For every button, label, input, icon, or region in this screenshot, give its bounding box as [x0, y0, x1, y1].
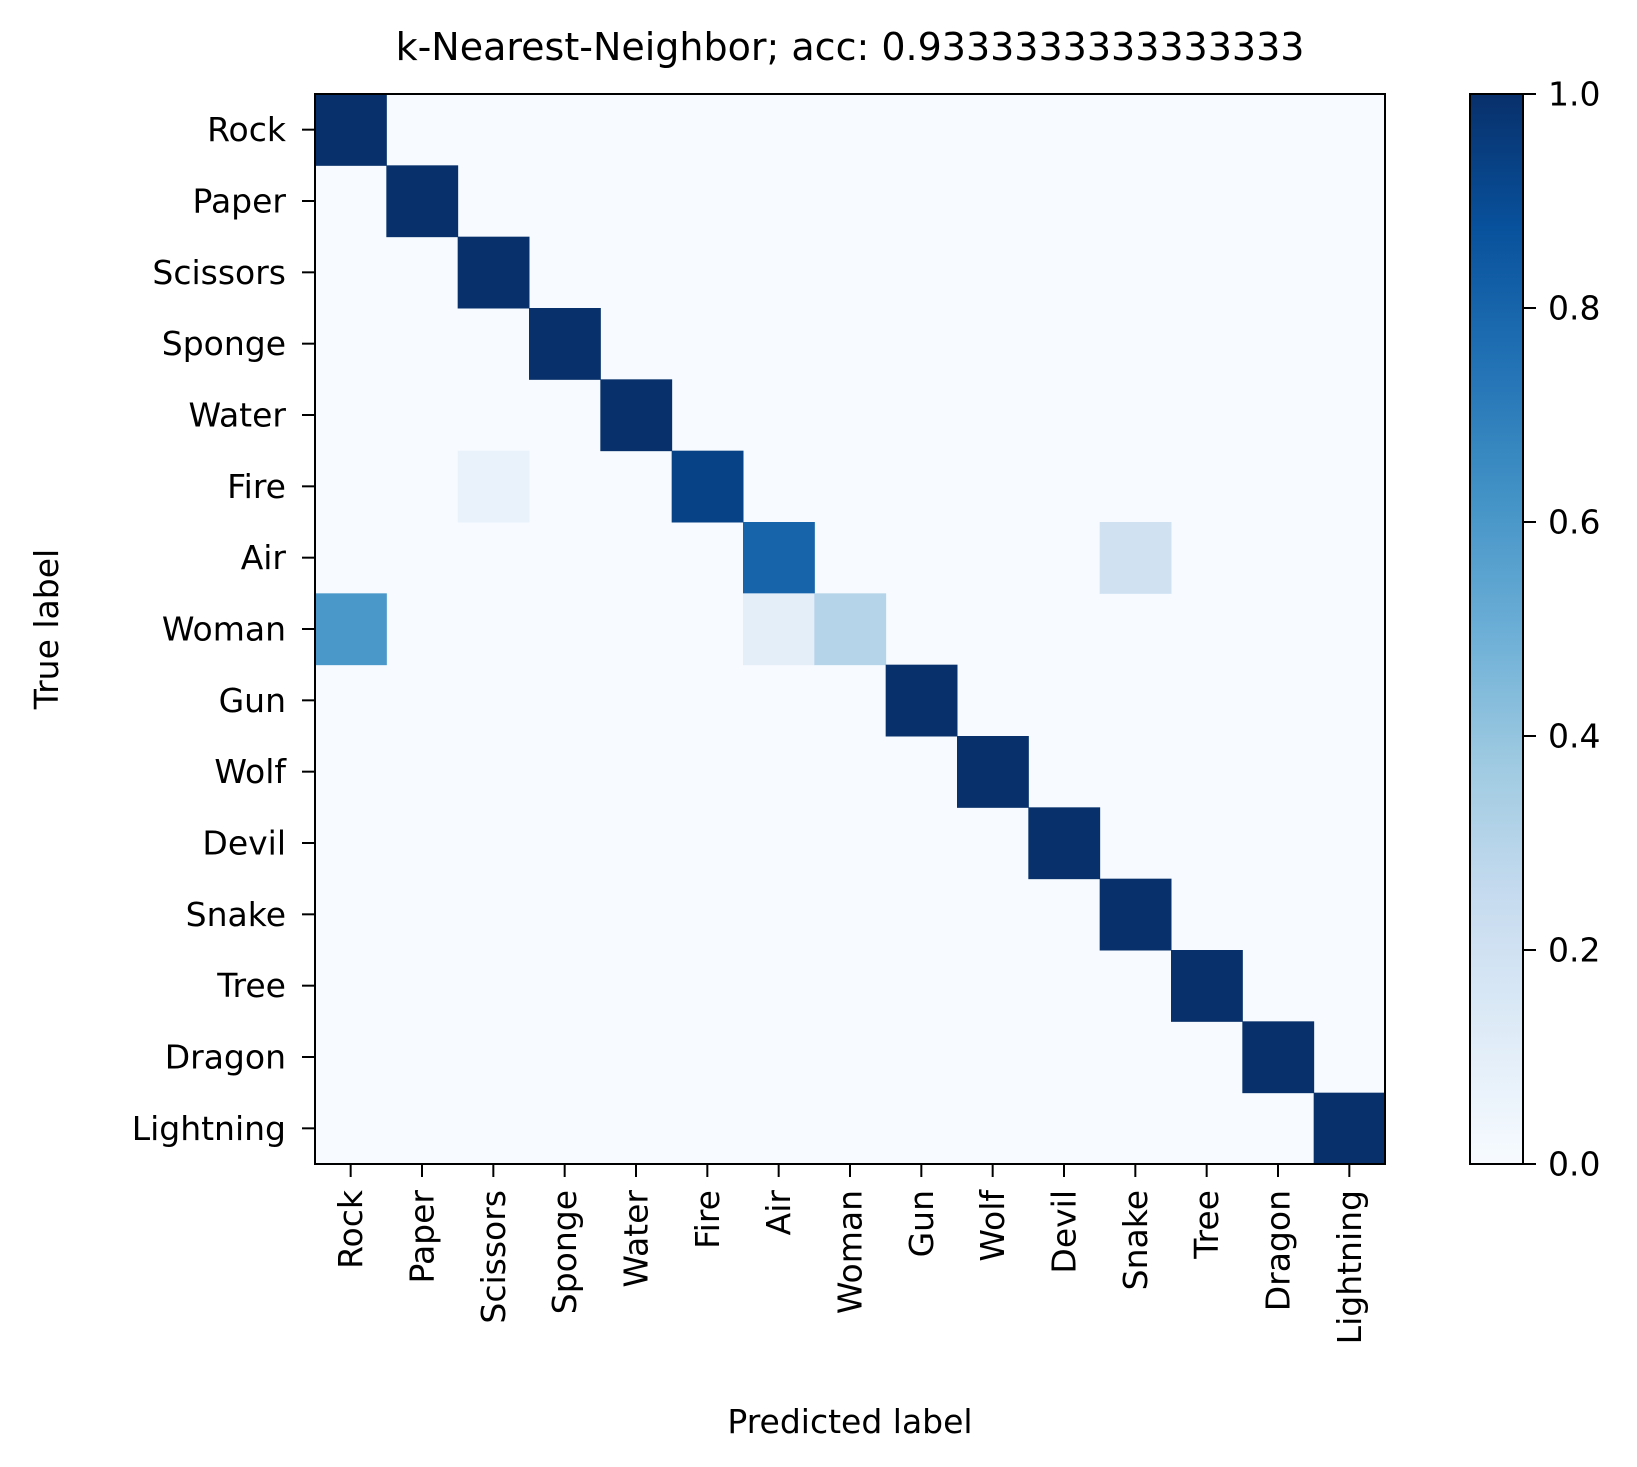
y-tick-label: Gun — [219, 681, 286, 720]
y-tick-label: Rock — [207, 110, 287, 149]
heatmap-cell — [957, 736, 1029, 808]
x-tick-label: Tree — [1187, 1190, 1226, 1260]
x-tick-label: Rock — [331, 1189, 370, 1269]
x-tick-label: Water — [617, 1190, 656, 1288]
x-axis-ticks: Rock Paper Scissors Sponge Water Fire Air Woman… — [331, 1164, 1369, 1344]
heatmap-cell — [743, 522, 815, 594]
x-tick-label: Lightning — [1330, 1190, 1369, 1344]
x-tick-label: Snake — [1116, 1190, 1155, 1290]
heatmap-cell — [457, 236, 530, 309]
y-tick-label: Tree — [216, 966, 286, 1005]
colorbar: 0.0 0.2 0.4 0.6 0.8 1.0 — [1469, 75, 1600, 1184]
heatmap-cell — [386, 165, 459, 238]
y-tick-label: Devil — [202, 824, 286, 863]
y-tick-label: Lightning — [132, 1109, 286, 1148]
heatmap-cell — [1242, 1021, 1315, 1094]
x-tick-label: Woman — [831, 1190, 870, 1314]
y-tick-label: Paper — [193, 182, 287, 221]
heatmap-cell — [529, 308, 601, 380]
heatmap-cell — [600, 379, 673, 452]
x-tick-label: Dragon — [1259, 1190, 1298, 1311]
heatmap-cell — [1099, 878, 1172, 951]
y-tick-label: Snake — [186, 895, 286, 934]
heatmap-cell — [315, 593, 387, 666]
heatmap-cell — [743, 593, 815, 666]
colorbar-tick-label: 0.6 — [1548, 503, 1600, 542]
colorbar-frame — [1469, 93, 1524, 1165]
colorbar-gradient — [1470, 94, 1523, 1164]
y-tick-label: Fire — [227, 467, 286, 506]
x-tick-label: Wolf — [973, 1189, 1012, 1262]
x-tick-label: Scissors — [474, 1190, 513, 1324]
y-tick-label: Water — [188, 396, 286, 435]
colorbar-tick-label: 0.8 — [1548, 289, 1600, 328]
y-axis-ticks: Rock Paper Scissors Sponge Water Fire Air Woman… — [132, 110, 315, 1148]
colorbar-tick-label: 0.4 — [1548, 717, 1600, 756]
colorbar-tick-label: 1.0 — [1548, 75, 1600, 114]
x-axis-label: Predicted label — [727, 1402, 972, 1441]
y-tick-label: Scissors — [152, 253, 286, 292]
y-tick-label: Dragon — [165, 1038, 286, 1077]
heatmap-cell — [1028, 807, 1101, 880]
y-tick-label: Sponge — [162, 324, 286, 363]
x-tick-label: Devil — [1045, 1190, 1084, 1274]
y-axis-label: True label — [27, 549, 66, 710]
y-tick-label: Wolf — [214, 752, 287, 791]
x-tick-label: Air — [759, 1190, 798, 1236]
chart-title: k-Nearest-Neighbor; acc: 0.9333333333333… — [396, 25, 1305, 69]
heatmap-cell — [315, 94, 387, 166]
heatmap-cell — [814, 593, 887, 666]
colorbar-tick-label: 0.0 — [1548, 1145, 1600, 1184]
heatmap-cell — [1099, 522, 1172, 594]
heatmap-cell — [671, 450, 744, 523]
y-tick-label: Air — [241, 538, 287, 577]
heatmap-cells — [315, 94, 1386, 1165]
heatmap-cell — [885, 664, 958, 737]
x-tick-label: Fire — [688, 1190, 727, 1249]
heatmap-cell — [1171, 950, 1243, 1022]
heatmap-plot-area: Rock Paper Scissors Sponge Water Fire Air Woman… — [132, 93, 1386, 1344]
heatmap-cell — [457, 450, 530, 523]
x-tick-label: Gun — [902, 1190, 941, 1257]
x-tick-label: Sponge — [545, 1190, 584, 1314]
colorbar-ticks: 0.0 0.2 0.4 0.6 0.8 1.0 — [1523, 75, 1600, 1184]
colorbar-tick-label: 0.2 — [1548, 931, 1600, 970]
heatmap-cell — [1313, 1092, 1386, 1165]
x-tick-label: Paper — [403, 1190, 442, 1284]
y-tick-label: Woman — [162, 610, 286, 649]
